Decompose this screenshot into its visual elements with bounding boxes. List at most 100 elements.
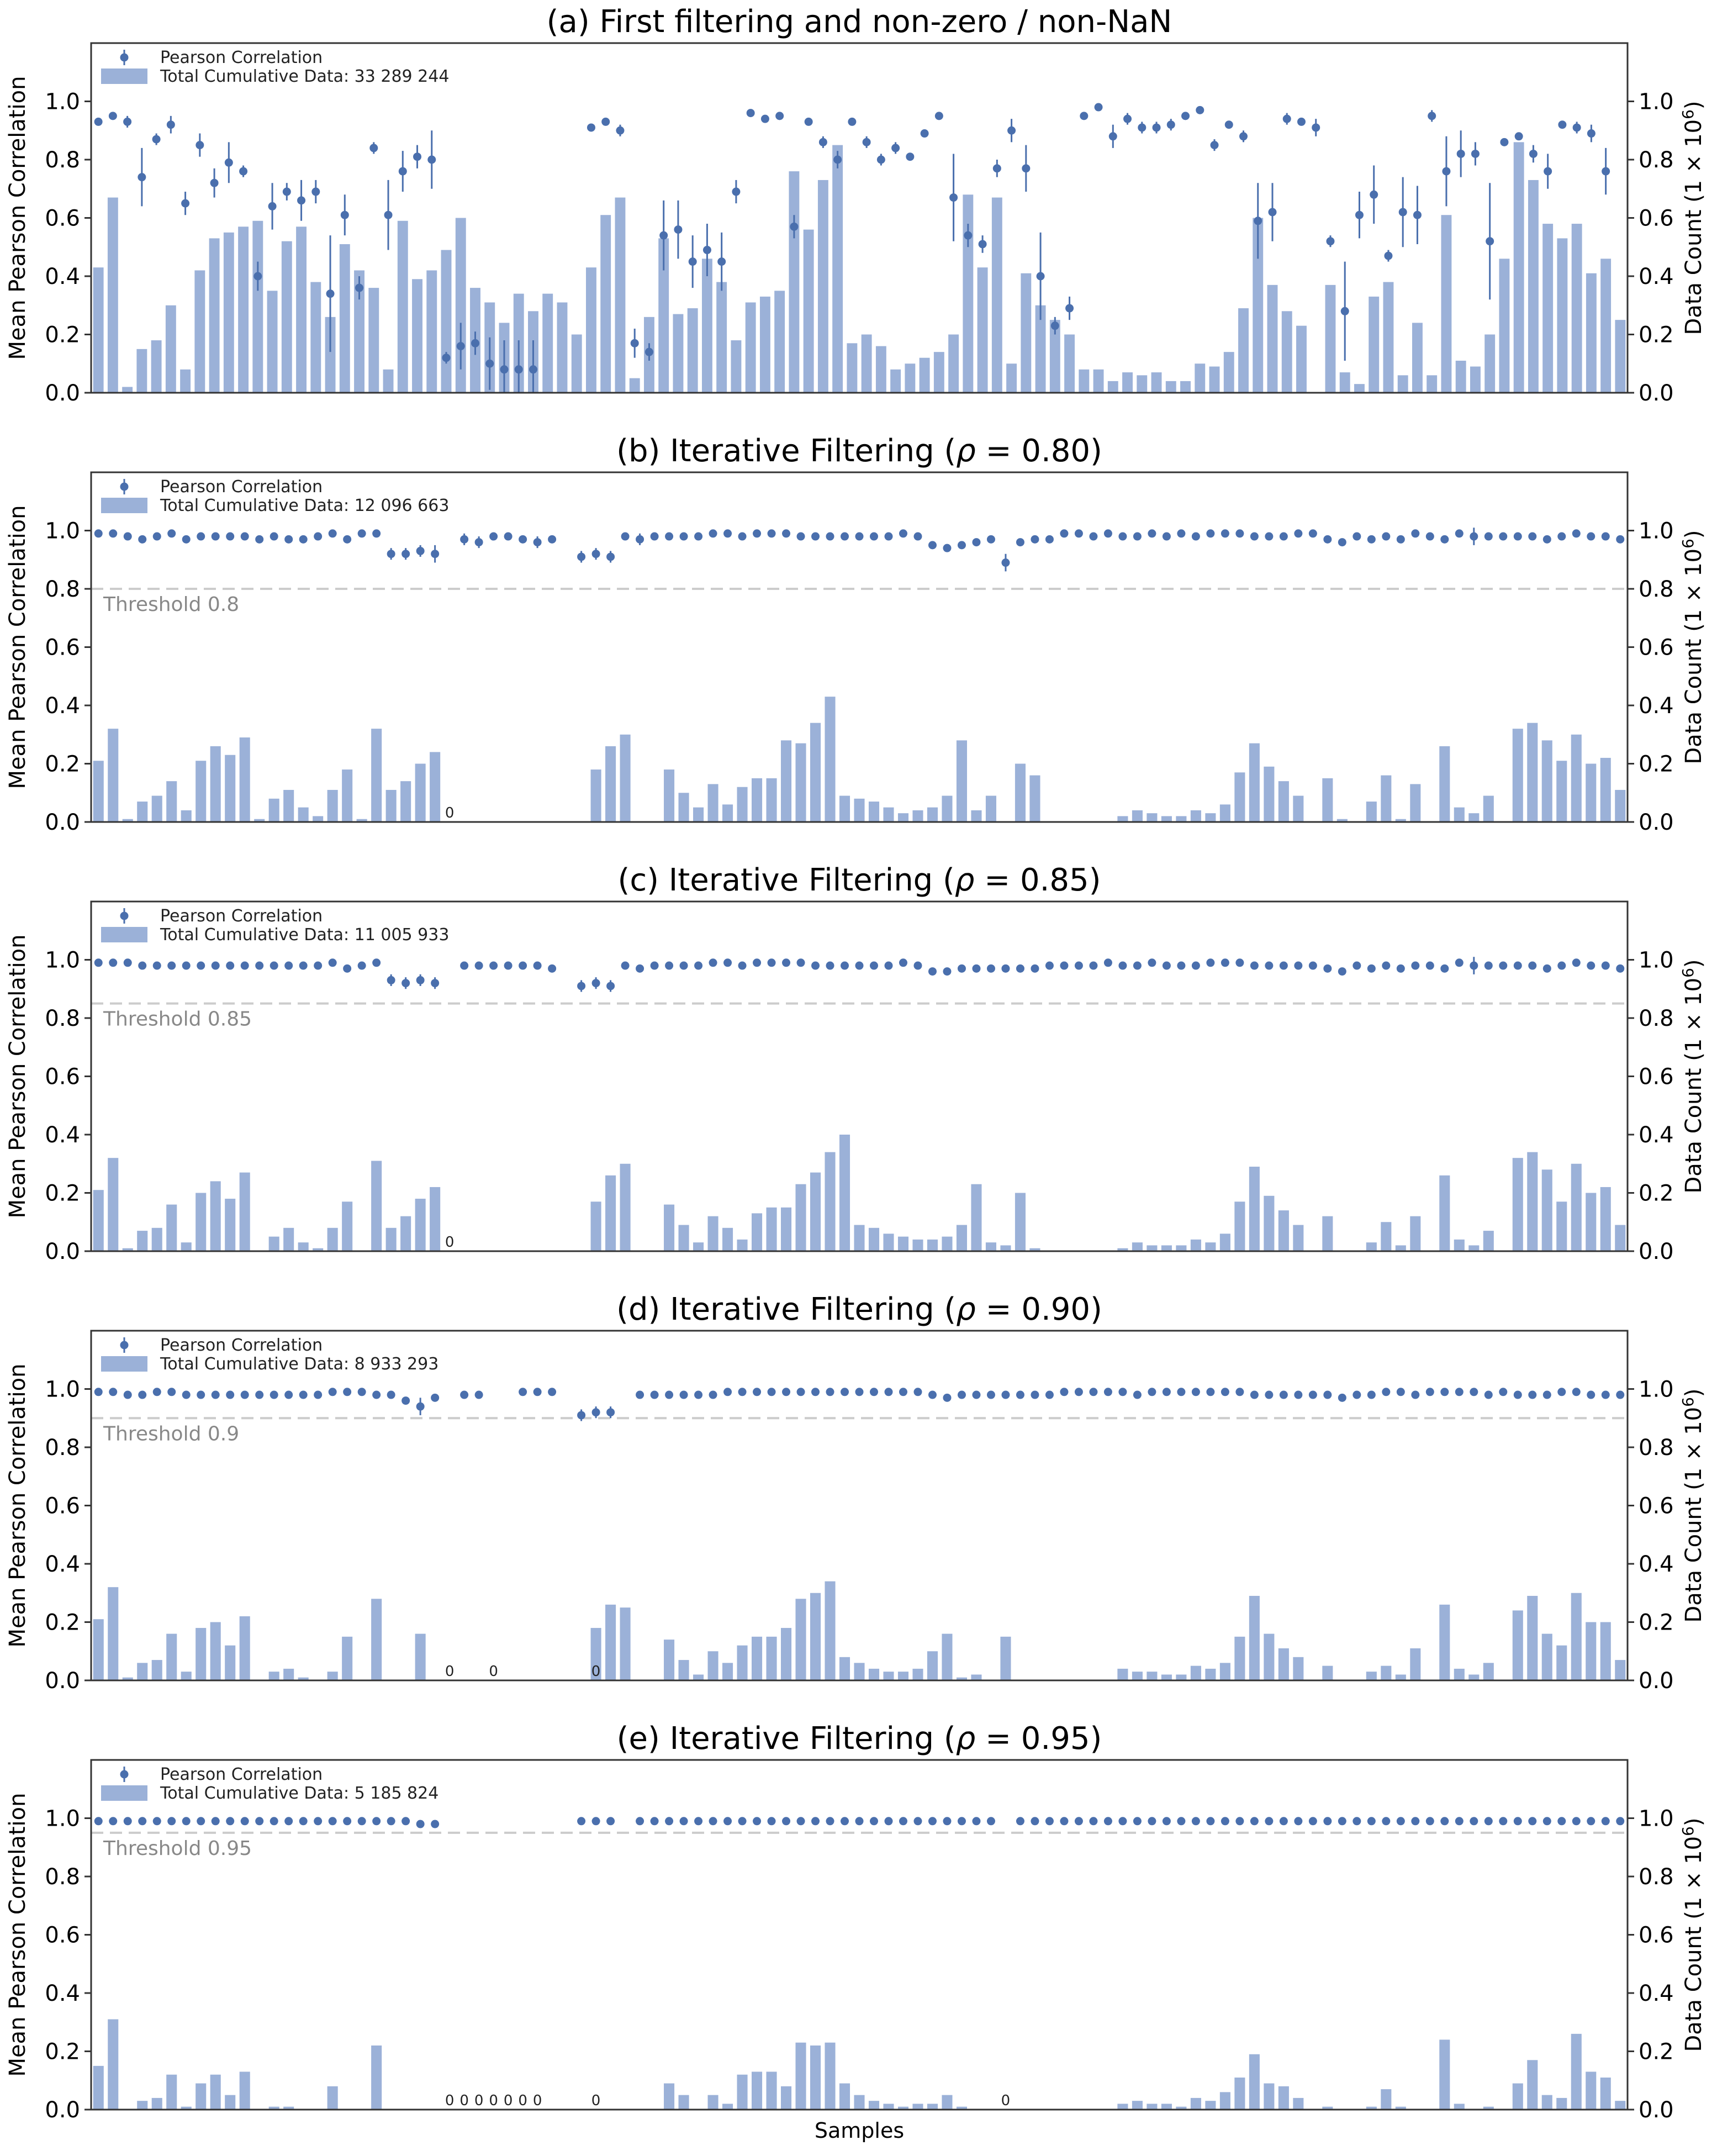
- bar: [196, 2083, 207, 2110]
- bar: [210, 1622, 221, 1680]
- bar: [239, 737, 250, 822]
- zero-label: 0: [445, 805, 455, 821]
- corr-point: [1279, 1817, 1288, 1826]
- corr-point: [1294, 529, 1303, 538]
- corr-point: [709, 1817, 717, 1826]
- bar: [166, 1204, 177, 1251]
- bar: [977, 267, 988, 393]
- legend-total-label: Total Cumulative Data: 5 185 824: [160, 1784, 439, 1803]
- bar: [327, 2086, 338, 2110]
- bar: [605, 1175, 616, 1251]
- corr-point: [1074, 1817, 1083, 1826]
- bar: [664, 769, 675, 822]
- legend-point-icon: [120, 482, 129, 491]
- corr-point: [328, 529, 337, 538]
- corr-point: [1148, 529, 1156, 538]
- corr-point: [841, 961, 849, 970]
- corr-point: [123, 1817, 132, 1826]
- bar: [971, 1674, 982, 1680]
- bar: [883, 1672, 894, 1680]
- corr-point: [1499, 532, 1508, 541]
- legend-total-label: Total Cumulative Data: 11 005 933: [160, 925, 449, 945]
- bar: [590, 1201, 601, 1251]
- title-rho-symbol: ρ: [956, 433, 976, 469]
- title-rho-eq: =: [975, 1721, 1021, 1757]
- corr-point: [340, 210, 349, 219]
- corr-point: [1065, 304, 1074, 313]
- bar: [751, 2071, 763, 2110]
- y-tick-label-right: 0.6: [1639, 1923, 1674, 1948]
- corr-point: [1181, 112, 1190, 120]
- bar: [1264, 2083, 1275, 2110]
- bar: [927, 1239, 938, 1251]
- bar: [1006, 363, 1017, 393]
- corr-point: [723, 1817, 732, 1826]
- corr-point: [1191, 532, 1200, 541]
- axes-frame: [90, 900, 1629, 1252]
- bar: [1021, 273, 1032, 393]
- y-right-label-close: ): [1681, 959, 1707, 968]
- bar: [137, 2101, 148, 2110]
- legend-point-icon: [120, 53, 129, 62]
- y-axis-label-left: Mean Pearson Correlation: [5, 76, 30, 360]
- bar: [268, 1672, 279, 1680]
- bar: [1190, 1665, 1201, 1680]
- bar: [298, 807, 309, 822]
- bar: [1219, 804, 1230, 822]
- legend-corr-label: Pearson Correlation: [160, 906, 323, 926]
- bar: [1117, 1668, 1128, 1680]
- bar: [847, 343, 858, 393]
- bar: [1366, 802, 1377, 822]
- corr-point: [357, 529, 366, 538]
- bar: [693, 1242, 704, 1251]
- legend-total-prefix: Total Cumulative Data:: [160, 1354, 355, 1374]
- bar: [883, 807, 894, 822]
- bar: [839, 1657, 850, 1680]
- y-tick-label-left: 0.8: [45, 1006, 80, 1031]
- bar: [1366, 1672, 1377, 1680]
- corr-point: [284, 961, 293, 970]
- corr-point: [1353, 532, 1361, 541]
- bar: [664, 2083, 675, 2110]
- corr-point: [167, 1388, 176, 1396]
- corr-point: [1279, 1390, 1288, 1399]
- corr-point: [1499, 1388, 1508, 1396]
- bar: [1571, 2033, 1582, 2110]
- bar: [766, 778, 777, 822]
- bar: [267, 291, 278, 393]
- corr-point: [533, 961, 542, 970]
- corr-point: [702, 246, 711, 255]
- corr-point: [1103, 958, 1112, 967]
- panel-title: (e) Iterative Filtering (ρ = 0.95): [617, 1721, 1102, 1757]
- corr-point: [899, 1388, 907, 1396]
- corr-point: [855, 961, 864, 970]
- bar: [1165, 381, 1176, 393]
- y-tick-label-left: 0.8: [45, 147, 80, 173]
- corr-point: [709, 529, 717, 538]
- corr-point: [606, 982, 615, 990]
- bar: [1512, 1610, 1523, 1680]
- bar: [1264, 1633, 1275, 1680]
- y-tick-label-right: 0.4: [1639, 1552, 1674, 1577]
- bar: [1117, 1248, 1128, 1251]
- bar: [122, 1248, 133, 1251]
- corr-point: [357, 1388, 366, 1396]
- bar: [1264, 1195, 1275, 1251]
- bar: [620, 1607, 631, 1680]
- corr-point: [1312, 123, 1320, 132]
- bar: [664, 1204, 675, 1251]
- corr-point: [138, 1817, 147, 1826]
- bar: [1586, 763, 1597, 822]
- corr-point: [460, 535, 469, 544]
- corr-point: [196, 141, 204, 150]
- bar: [181, 1242, 192, 1251]
- bar: [209, 238, 220, 393]
- bar: [1281, 311, 1292, 393]
- bar: [707, 1216, 719, 1251]
- y-tick-label-right: 1.0: [1639, 1806, 1674, 1832]
- bar: [325, 317, 336, 393]
- corr-point: [964, 231, 973, 240]
- y-tick-label-right: 0.0: [1639, 1239, 1674, 1264]
- bar: [194, 270, 205, 393]
- corr-point: [1016, 964, 1024, 973]
